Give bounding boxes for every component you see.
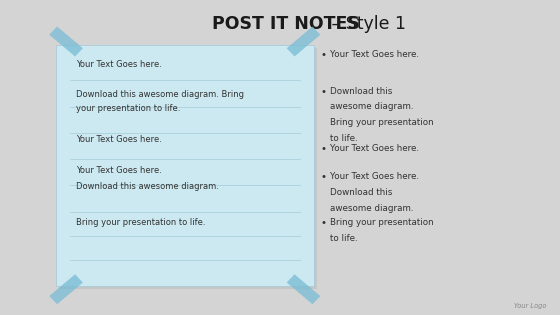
Text: Bring your presentation to life.: Bring your presentation to life.: [76, 218, 205, 226]
FancyBboxPatch shape: [59, 48, 317, 289]
Text: awesome diagram.: awesome diagram.: [330, 102, 414, 112]
Text: Your Text Goes here.: Your Text Goes here.: [76, 60, 161, 69]
Text: POST IT NOTES: POST IT NOTES: [212, 15, 360, 33]
Text: awesome diagram.: awesome diagram.: [330, 204, 414, 213]
Text: Download this: Download this: [330, 87, 393, 96]
Text: to life.: to life.: [330, 234, 358, 243]
FancyBboxPatch shape: [49, 26, 83, 56]
Text: •: •: [320, 172, 326, 182]
Text: Your Logo: Your Logo: [514, 303, 546, 309]
FancyBboxPatch shape: [287, 26, 320, 56]
Text: •: •: [320, 50, 326, 60]
FancyBboxPatch shape: [49, 274, 83, 304]
Text: your presentation to life.: your presentation to life.: [76, 104, 180, 113]
Text: Your Text Goes here.: Your Text Goes here.: [76, 166, 161, 175]
Text: Your Text Goes here.: Your Text Goes here.: [76, 135, 161, 144]
Text: Download this awesome diagram.: Download this awesome diagram.: [76, 182, 218, 191]
Text: •: •: [320, 144, 326, 154]
Text: Download this: Download this: [330, 188, 393, 197]
Text: – Style 1: – Style 1: [326, 15, 406, 33]
Text: Your Text Goes here.: Your Text Goes here.: [330, 144, 419, 153]
FancyBboxPatch shape: [56, 45, 314, 286]
Text: •: •: [320, 218, 326, 228]
Text: Your Text Goes here.: Your Text Goes here.: [330, 172, 419, 181]
Text: to life.: to life.: [330, 134, 358, 143]
Text: Bring your presentation: Bring your presentation: [330, 118, 434, 127]
Text: •: •: [320, 87, 326, 97]
Text: Your Text Goes here.: Your Text Goes here.: [330, 50, 419, 59]
FancyBboxPatch shape: [287, 274, 320, 304]
Text: Bring your presentation: Bring your presentation: [330, 218, 434, 227]
Text: Download this awesome diagram. Bring: Download this awesome diagram. Bring: [76, 90, 244, 99]
